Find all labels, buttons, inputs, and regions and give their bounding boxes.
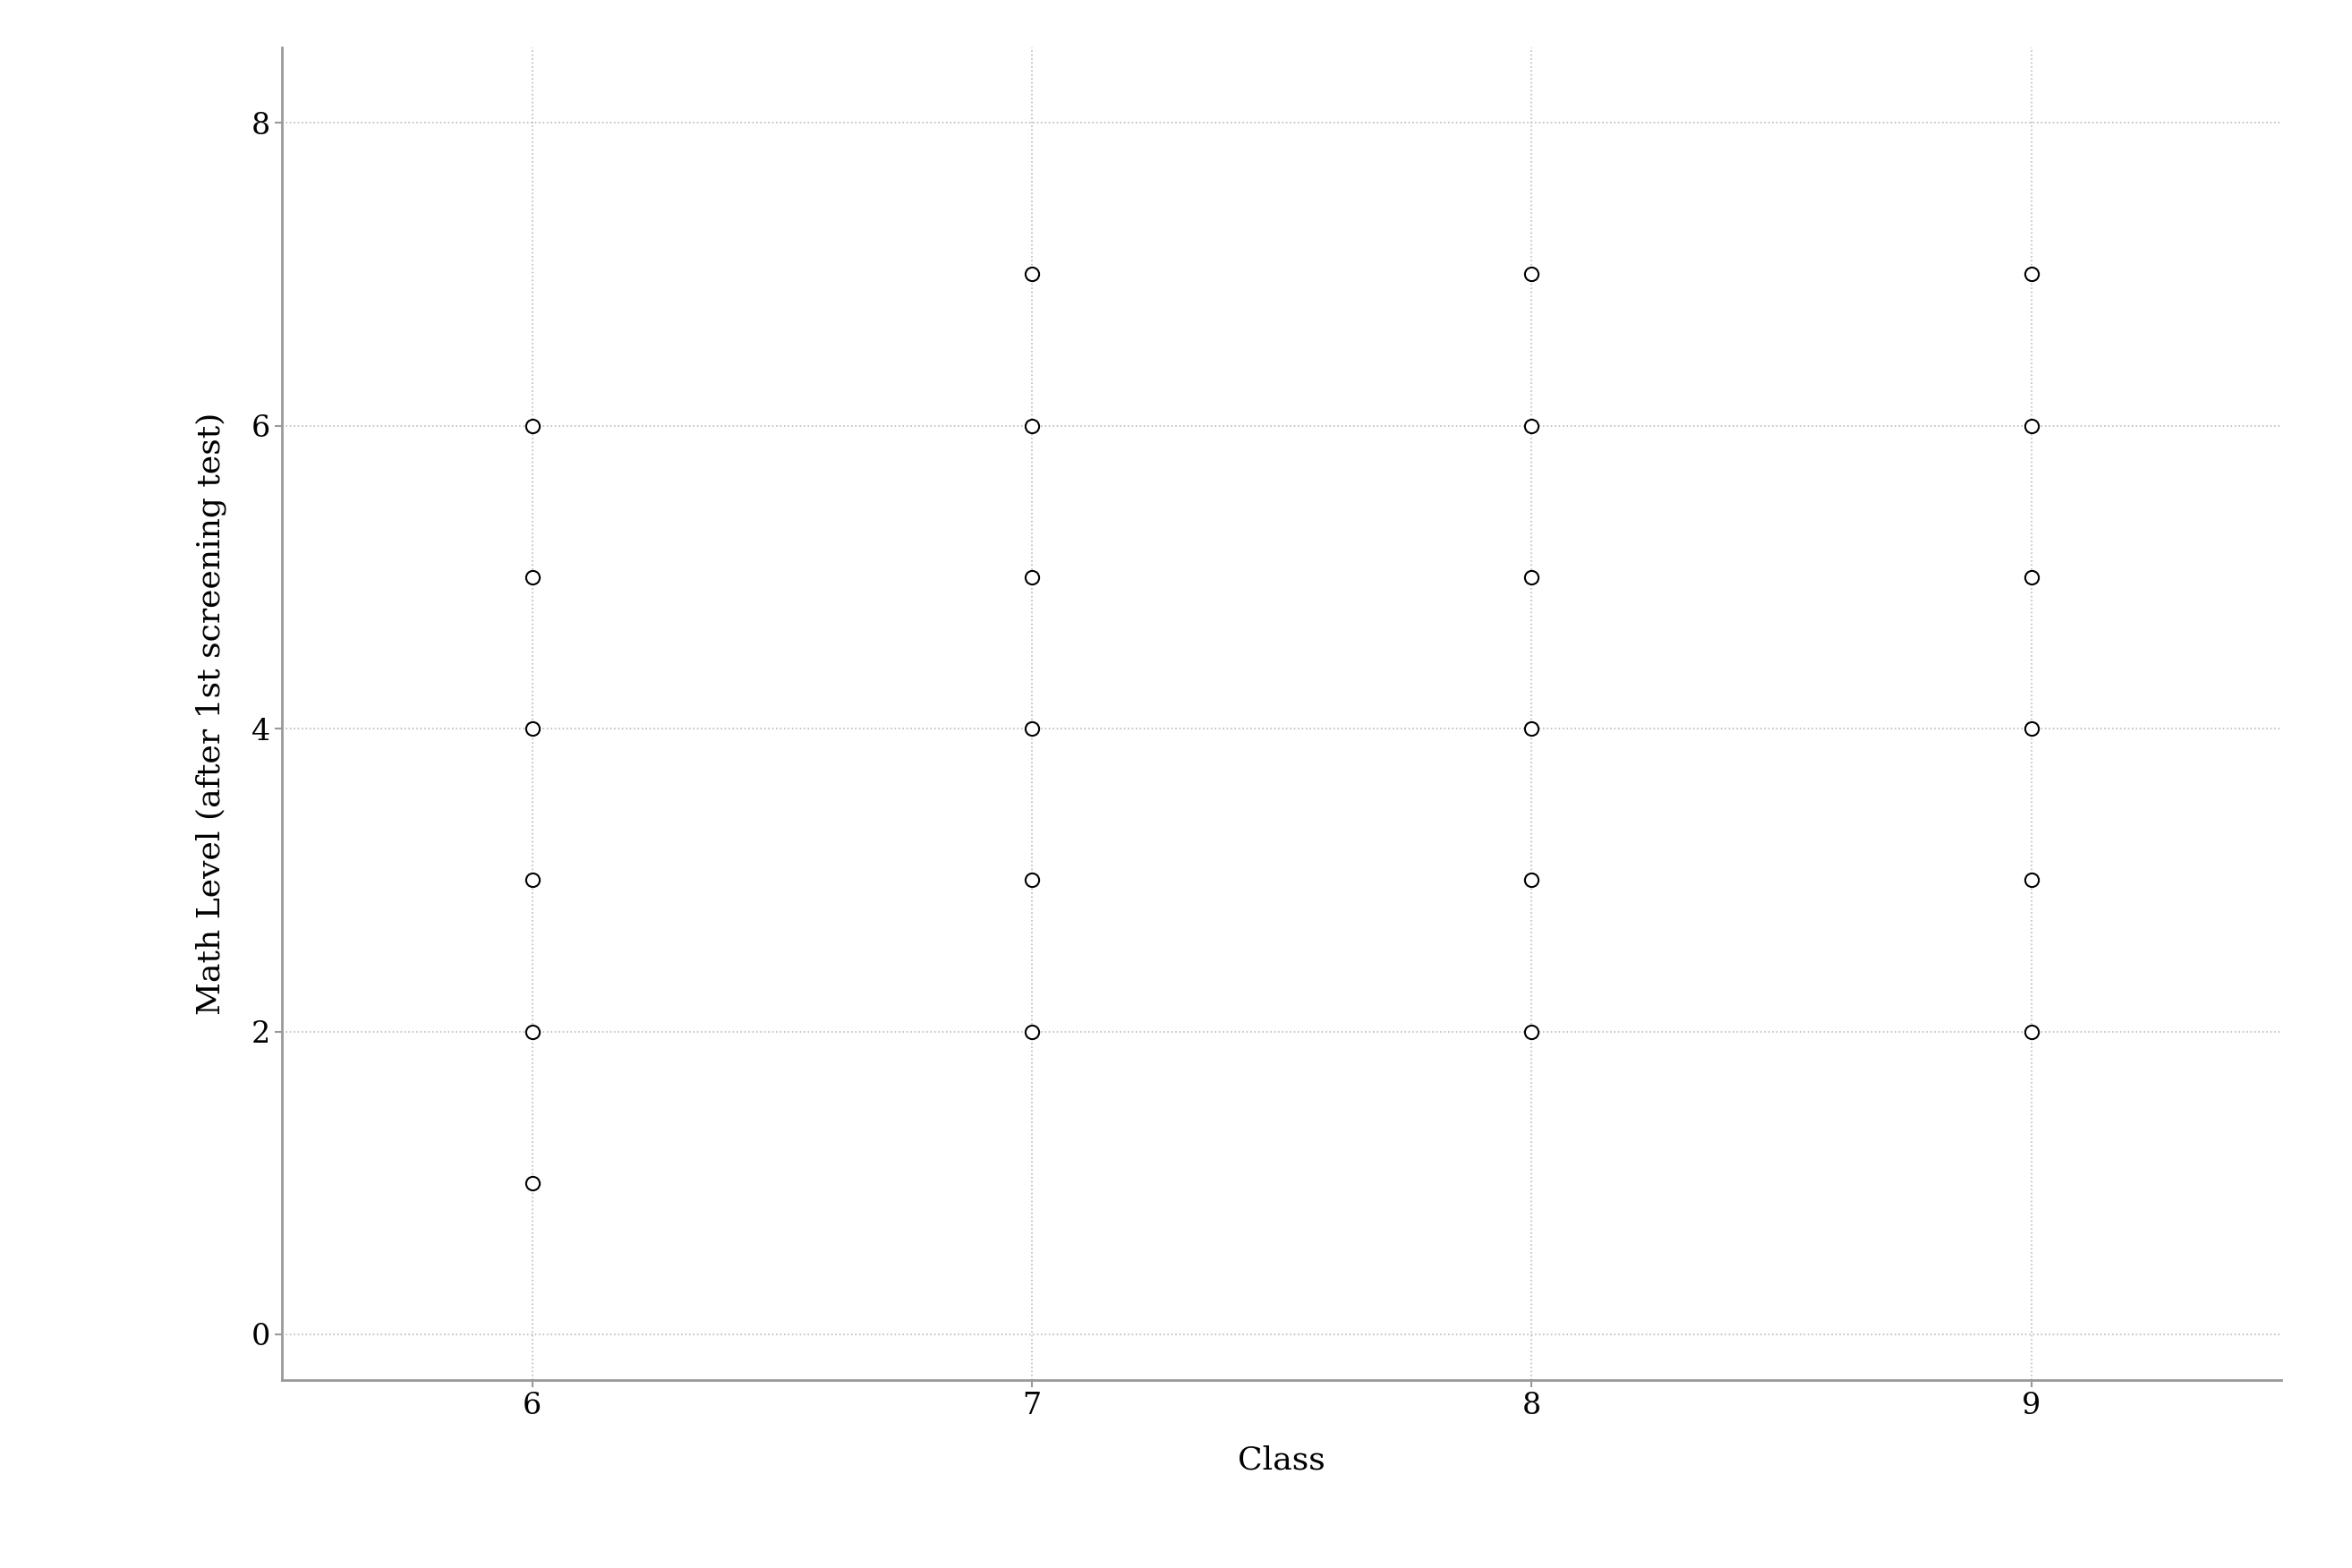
Point [1014, 412, 1051, 437]
Point [2013, 262, 2051, 287]
Point [513, 412, 550, 437]
Point [513, 717, 550, 742]
Point [1014, 564, 1051, 590]
Point [1512, 717, 1550, 742]
Point [2013, 867, 2051, 892]
X-axis label: Class: Class [1237, 1446, 1327, 1475]
Y-axis label: Math Level (after 1st screening test): Math Level (after 1st screening test) [195, 412, 226, 1014]
Point [1014, 1019, 1051, 1044]
Point [1512, 1019, 1550, 1044]
Point [1014, 717, 1051, 742]
Point [1512, 262, 1550, 287]
Point [1512, 564, 1550, 590]
Point [1512, 412, 1550, 437]
Point [2013, 412, 2051, 437]
Point [513, 1019, 550, 1044]
Point [1014, 867, 1051, 892]
Point [513, 1170, 550, 1195]
Point [2013, 1019, 2051, 1044]
Point [513, 564, 550, 590]
Point [513, 867, 550, 892]
Point [1512, 867, 1550, 892]
Point [2013, 717, 2051, 742]
Point [1014, 262, 1051, 287]
Point [2013, 564, 2051, 590]
